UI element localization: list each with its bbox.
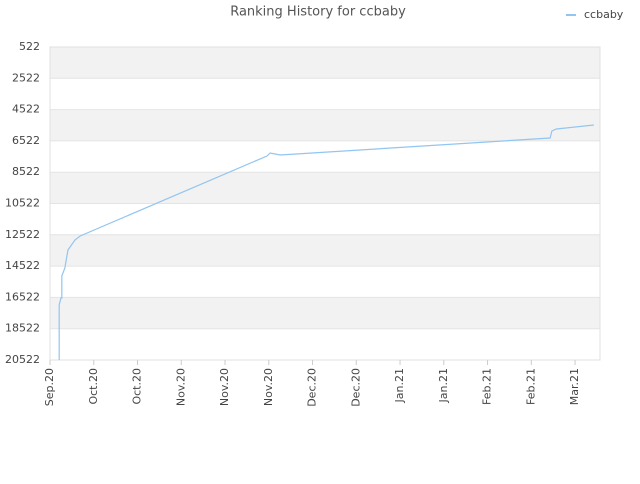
x-tick-label: Nov.20 xyxy=(262,368,275,406)
series-line xyxy=(58,124,594,360)
y-tick-label: 6522 xyxy=(12,134,40,147)
y-tick-label: 20522 xyxy=(5,353,40,366)
grid-band xyxy=(50,172,600,204)
x-tick-label: Dec.20 xyxy=(349,368,362,407)
plot-frame xyxy=(49,46,601,361)
x-tick-label: Mar.21 xyxy=(568,368,581,405)
chart-title: Ranking History for ccbaby xyxy=(230,5,406,20)
y-tick-label: 14522 xyxy=(5,259,40,272)
x-tick-label: Sep.20 xyxy=(43,368,56,406)
y-tick-label: 2522 xyxy=(12,71,40,84)
x-tick-label: Feb.21 xyxy=(524,368,537,405)
grid-band xyxy=(50,234,600,267)
x-tick-label: Dec.20 xyxy=(306,368,319,407)
x-tick-label: Oct.20 xyxy=(87,368,100,405)
x-tick-label: Jan.21 xyxy=(437,368,450,403)
x-tick-label: Oct.20 xyxy=(131,368,144,405)
grid-band xyxy=(50,109,600,141)
y-tick-label: 8522 xyxy=(12,165,40,178)
x-tick-label: Feb.21 xyxy=(481,368,494,405)
grid-band xyxy=(50,47,600,79)
x-tick-label: Nov.20 xyxy=(218,368,231,406)
y-tick-label: 18522 xyxy=(5,322,40,335)
x-tick-label: Jan.21 xyxy=(393,368,406,403)
y-tick-label: 4522 xyxy=(12,103,40,116)
y-tick-label: 12522 xyxy=(5,228,40,241)
x-tick-label: Nov.20 xyxy=(174,368,187,406)
grid-band xyxy=(50,297,600,329)
y-tick-label: 522 xyxy=(19,40,40,53)
y-tick-label: 10522 xyxy=(5,197,40,210)
y-tick-label: 16522 xyxy=(5,290,40,303)
legend-label: ccbaby xyxy=(584,8,624,21)
